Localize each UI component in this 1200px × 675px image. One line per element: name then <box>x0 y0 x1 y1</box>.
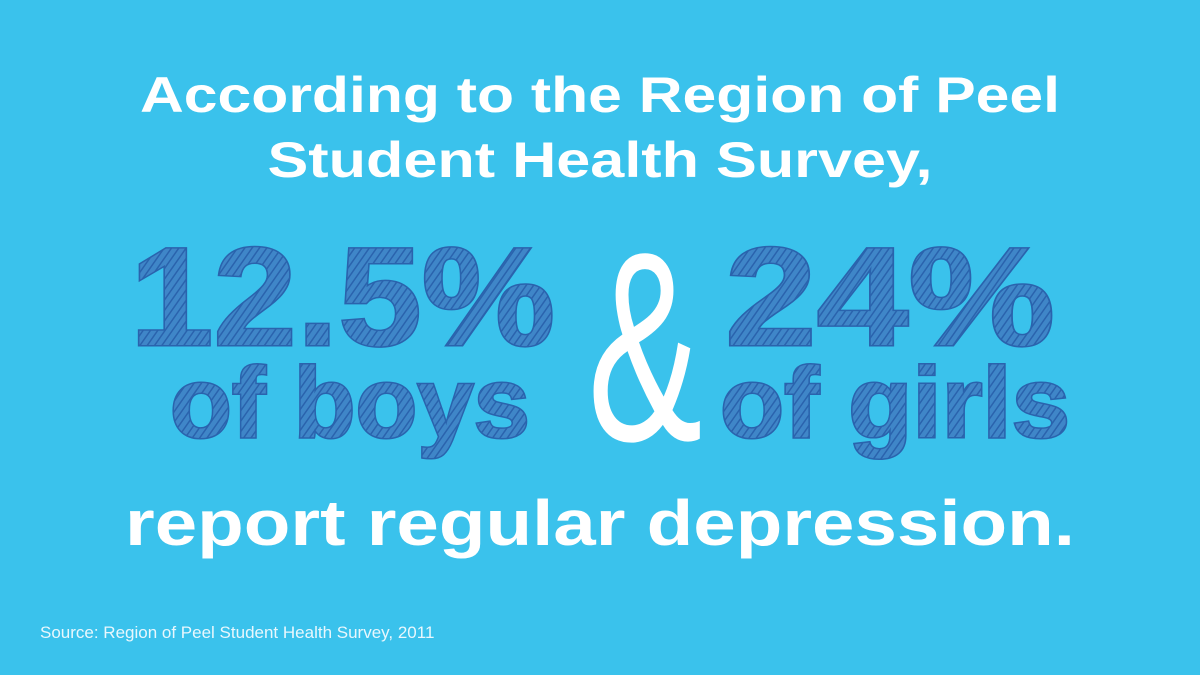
ampersand: & <box>588 197 703 498</box>
headline-line: According to the Region of Peel <box>140 67 1060 123</box>
conclusion: report regular depression. <box>125 487 1075 559</box>
stat-label: of boys <box>170 347 530 459</box>
headline-line: Student Health Survey, <box>268 132 933 188</box>
stat-label: of girls <box>720 347 1070 459</box>
stat-value: 12.5% <box>130 218 555 375</box>
source: Source: Region of Peel Student Health Su… <box>40 623 434 642</box>
stat-value: 24% <box>725 218 1055 375</box>
